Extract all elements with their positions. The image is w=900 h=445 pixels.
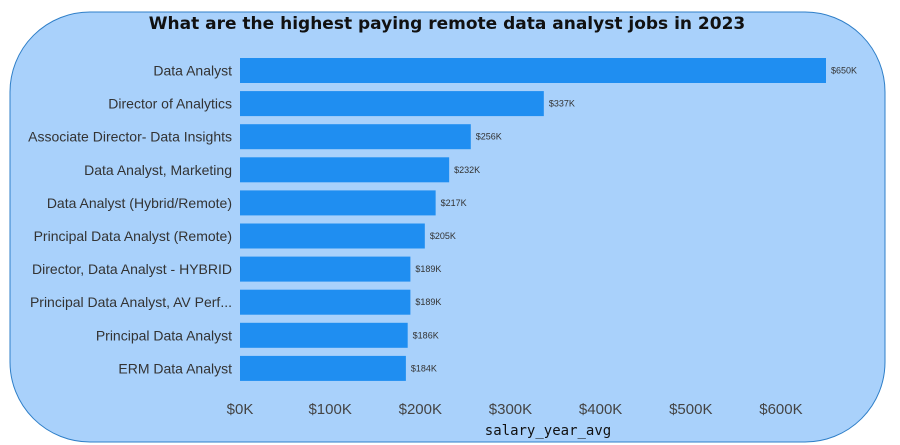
data-label: $189K <box>415 264 441 274</box>
bar[interactable] <box>240 91 544 117</box>
bar[interactable] <box>240 355 406 381</box>
data-label: $256K <box>476 132 502 142</box>
category-label: Data Analyst (Hybrid/Remote) <box>47 195 232 211</box>
category-label: Director of Analytics <box>108 96 232 112</box>
category-label: Director, Data Analyst - HYBRID <box>32 261 232 277</box>
bars-group: Data Analyst $650K Director of Analytics $3… <box>28 58 857 381</box>
x-axis-ticks: $0K $100K $200K $300K $400K $500K $600K <box>227 401 803 418</box>
data-label: $217K <box>441 198 467 208</box>
data-label: $205K <box>430 231 456 241</box>
data-label: $232K <box>454 165 480 175</box>
x-tick-label: $0K <box>227 401 254 418</box>
category-label: Principal Data Analyst <box>96 327 232 343</box>
bar[interactable] <box>240 157 450 183</box>
bar[interactable] <box>240 223 425 249</box>
bar[interactable] <box>240 322 408 348</box>
category-label: Data Analyst, Marketing <box>84 162 232 178</box>
chart-title: What are the highest paying remote data … <box>149 14 746 34</box>
data-label: $186K <box>413 330 439 340</box>
category-label: Associate Director- Data Insights <box>28 129 232 145</box>
data-label: $650K <box>831 66 857 76</box>
bar[interactable] <box>240 58 826 83</box>
category-label: Data Analyst <box>153 63 232 79</box>
data-label: $189K <box>415 297 441 307</box>
category-label: ERM Data Analyst <box>118 360 232 376</box>
category-label: Principal Data Analyst, AV Perf... <box>30 294 232 310</box>
bar[interactable] <box>240 256 411 282</box>
bar[interactable] <box>240 289 411 315</box>
x-tick-label: $400K <box>579 401 622 418</box>
x-tick-label: $200K <box>399 401 442 418</box>
data-label: $184K <box>411 363 437 373</box>
x-tick-label: $500K <box>669 401 712 418</box>
x-axis-title: salary_year_avg <box>485 423 611 439</box>
x-tick-label: $600K <box>759 401 802 418</box>
bar[interactable] <box>240 124 471 150</box>
category-label: Principal Data Analyst (Remote) <box>34 228 232 244</box>
x-tick-label: $100K <box>308 401 351 418</box>
bar[interactable] <box>240 190 436 216</box>
data-label: $337K <box>549 99 575 109</box>
x-tick-label: $300K <box>489 401 532 418</box>
chart-background <box>9 11 886 443</box>
